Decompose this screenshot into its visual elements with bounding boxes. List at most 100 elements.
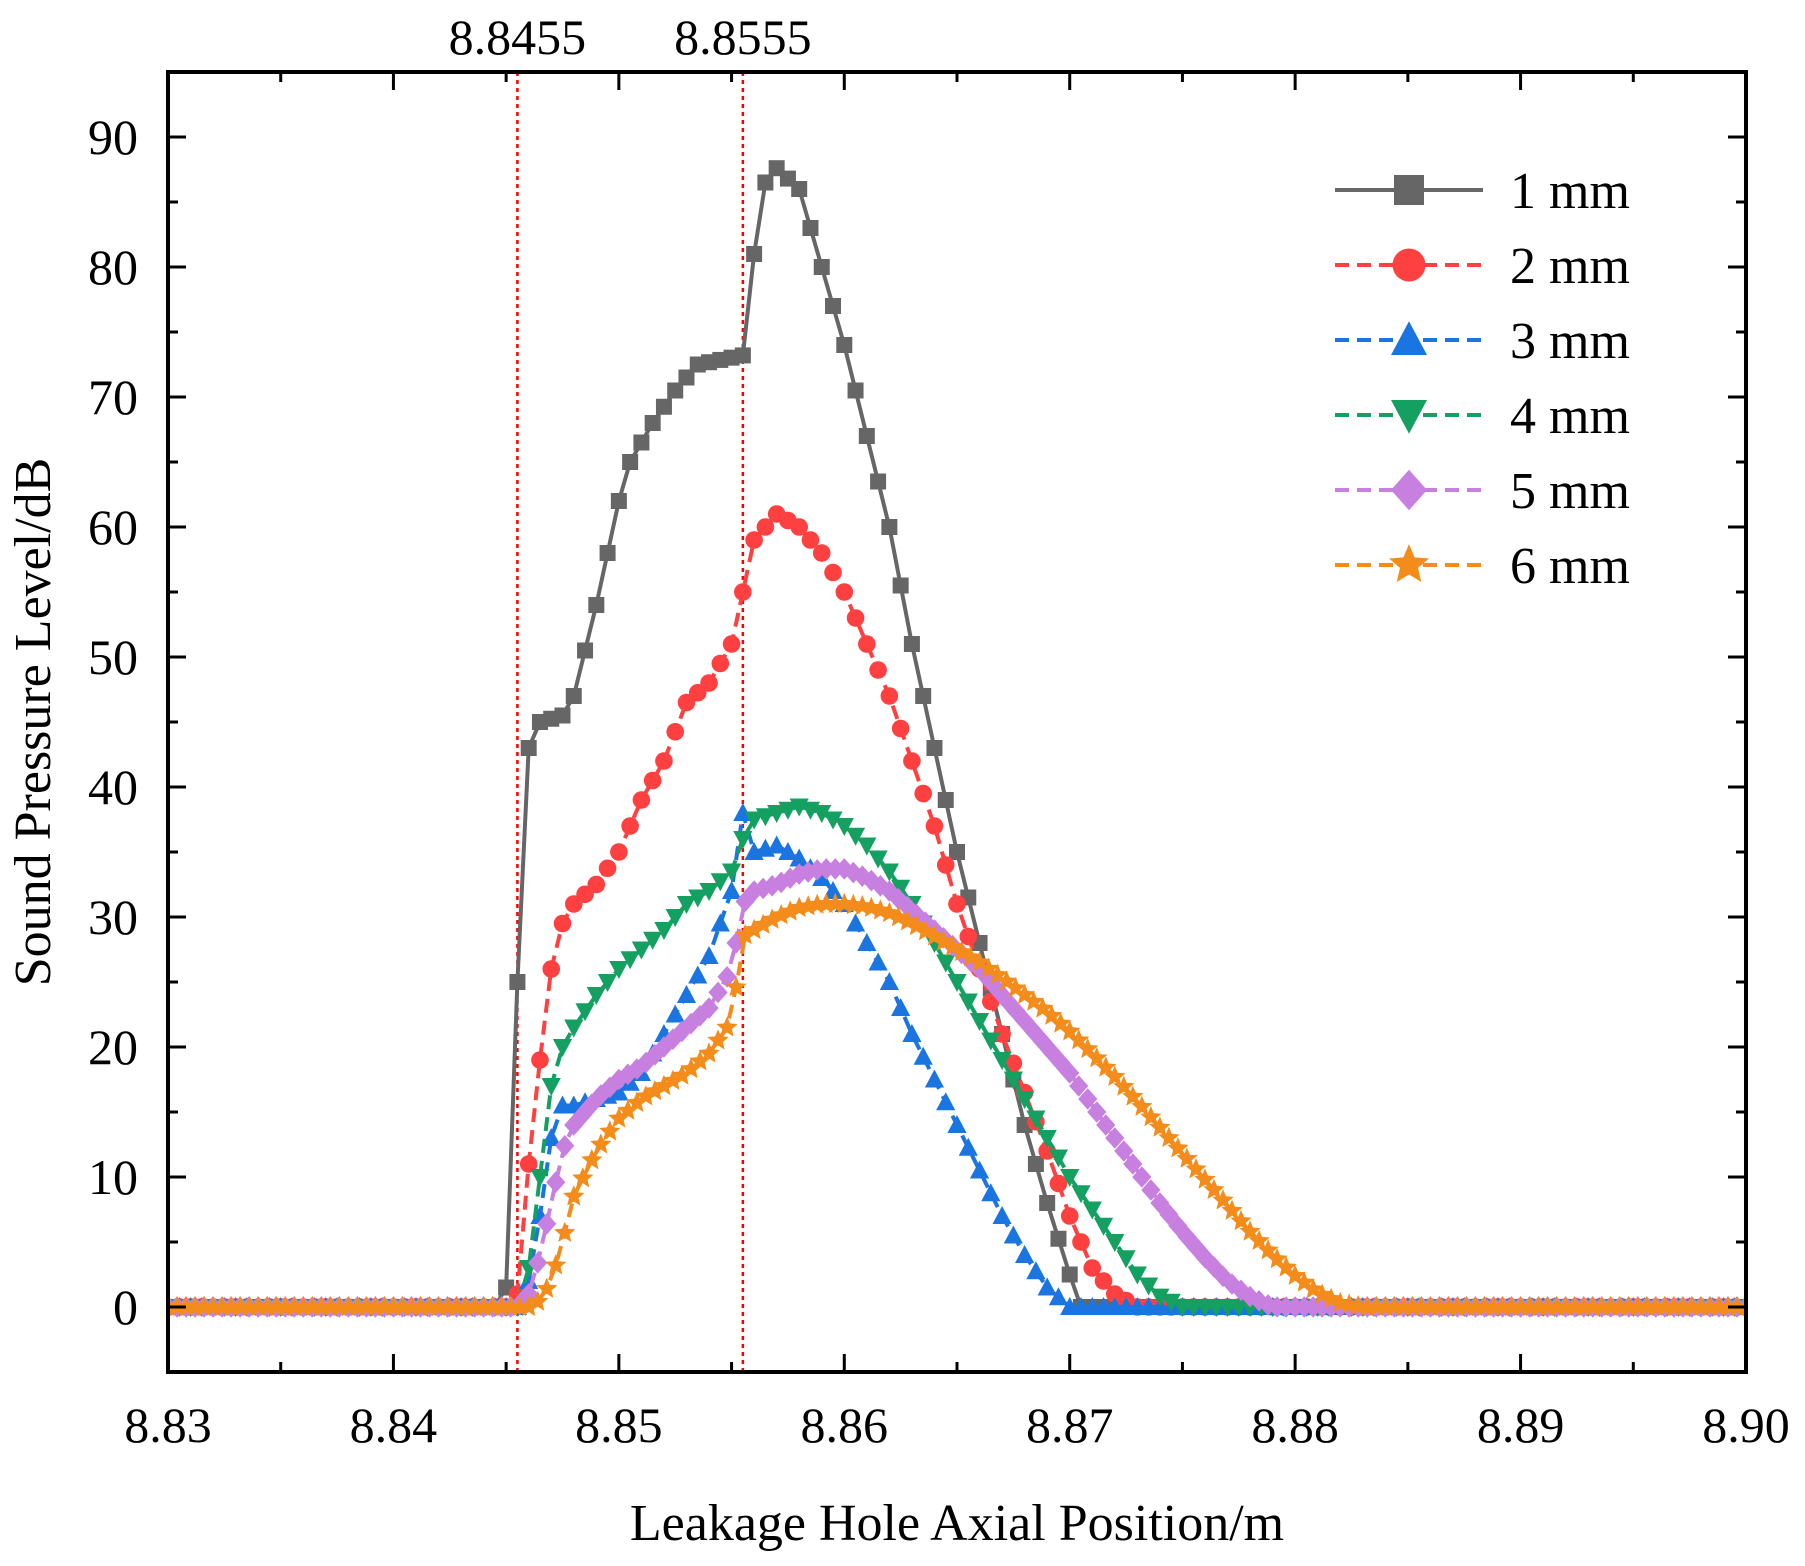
x-tick-label: 8.85 [575, 1397, 663, 1453]
data-point [1060, 1169, 1080, 1187]
data-point [563, 1185, 585, 1206]
data-point [1275, 1256, 1297, 1277]
data-point [546, 1171, 566, 1193]
data-point [734, 924, 756, 945]
data-point [812, 868, 832, 886]
data-point [1113, 1075, 1135, 1096]
data-point [725, 976, 747, 997]
data-point [913, 1046, 933, 1065]
data-point [599, 1120, 621, 1141]
data-point [891, 719, 910, 738]
legend-marker [1392, 248, 1426, 282]
data-point [870, 473, 887, 490]
data-point [1140, 1106, 1162, 1127]
data-point [545, 1254, 567, 1275]
data-point [710, 913, 730, 932]
data-point [1003, 1225, 1023, 1244]
y-axis-title: Sound Pressure Level/dB [5, 458, 62, 987]
data-point [575, 1003, 595, 1022]
data-point [520, 740, 537, 756]
data-point [689, 1050, 711, 1071]
data-point [609, 1082, 629, 1101]
legend-label: 1 mm [1510, 163, 1630, 220]
data-point [969, 1013, 990, 1031]
series-5-mm [168, 858, 1746, 1318]
data-point [802, 220, 819, 236]
data-point [1071, 1185, 1091, 1204]
data-point [959, 927, 978, 946]
data-point [536, 1277, 558, 1298]
x-axis-title: Leakage Hole Axial Position/m [630, 1495, 1284, 1552]
data-point [1048, 1287, 1069, 1306]
data-point [1078, 1088, 1098, 1110]
data-point [541, 1078, 561, 1096]
data-point [631, 941, 651, 960]
data-point [527, 1290, 549, 1311]
data-point [644, 415, 661, 431]
data-point [644, 1080, 666, 1101]
data-point [789, 848, 809, 867]
data-point [779, 900, 801, 921]
data-point [666, 722, 685, 741]
data-point [847, 382, 864, 399]
data-point [845, 913, 866, 932]
data-point [1176, 1147, 1198, 1168]
series-6-mm [168, 892, 1746, 1317]
data-point [761, 908, 783, 929]
data-point [1105, 1127, 1125, 1149]
legend-label: 2 mm [1510, 238, 1630, 295]
data-point [824, 563, 842, 582]
series-line [168, 811, 1746, 1309]
data-point [1141, 1179, 1161, 1201]
data-point [1096, 1114, 1116, 1136]
data-point [662, 1069, 684, 1090]
data-point [610, 843, 628, 861]
data-point [632, 791, 651, 809]
data-point [699, 997, 719, 1019]
data-point [1061, 1266, 1078, 1283]
data-point [598, 859, 617, 878]
data-point [1026, 1261, 1046, 1280]
x-tick-label: 8.87 [1026, 1397, 1114, 1453]
data-point [903, 752, 921, 770]
data-point [530, 1169, 550, 1187]
data-point [617, 1099, 639, 1120]
data-point [721, 881, 742, 899]
data-point [947, 1115, 967, 1133]
data-point [635, 1085, 657, 1106]
x-tick-label: 8.90 [1702, 1397, 1790, 1453]
data-point [1221, 1199, 1243, 1220]
data-point [1116, 1250, 1136, 1269]
data-point [778, 801, 798, 820]
data-point [1203, 1178, 1225, 1200]
data-point [1185, 1158, 1207, 1179]
data-point [587, 875, 606, 894]
data-point [868, 952, 888, 971]
data-point [599, 545, 616, 561]
data-point [762, 875, 782, 897]
data-point [586, 987, 606, 1005]
data-point [981, 1032, 1001, 1051]
data-point [1257, 1239, 1279, 1260]
reference-line-label: 8.8555 [674, 9, 812, 65]
data-point [947, 974, 967, 992]
data-point [880, 687, 899, 705]
y-tick-label: 70 [88, 369, 138, 425]
data-point [881, 519, 898, 535]
data-point [1167, 1137, 1189, 1158]
data-point [1122, 1085, 1144, 1106]
data-point [825, 298, 842, 314]
y-tick-label: 10 [88, 1149, 138, 1205]
data-point [618, 1063, 638, 1086]
data-point [509, 974, 526, 990]
series-line [168, 866, 1746, 1309]
series-4-mm [168, 798, 1746, 1317]
data-point [1082, 1201, 1102, 1220]
data-point [1069, 1075, 1089, 1097]
data-point [565, 688, 582, 704]
data-point [564, 1019, 584, 1038]
data-point [653, 1074, 675, 1096]
data-point [554, 1221, 576, 1242]
data-point [813, 259, 830, 275]
data-point [707, 1029, 729, 1050]
